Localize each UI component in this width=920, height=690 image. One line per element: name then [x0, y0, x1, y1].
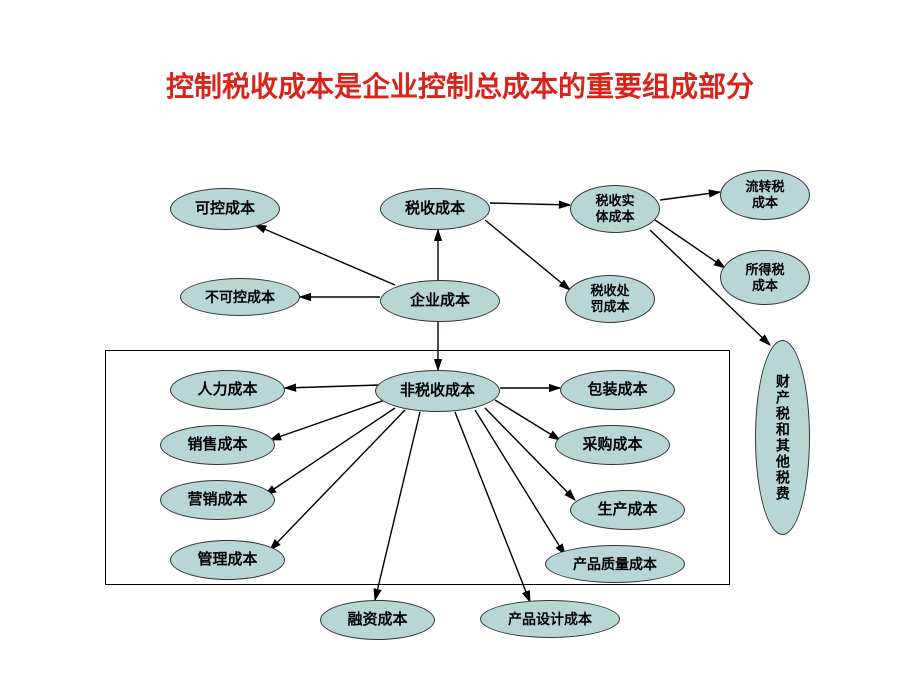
node-kk: 可控成本: [170, 188, 280, 230]
node-qy: 企业成本: [380, 280, 500, 322]
node-ccs: 财产税和其他税费: [755, 340, 810, 535]
node-cpzl: 产品质量成本: [545, 545, 685, 583]
node-gl: 管理成本: [170, 540, 285, 580]
node-rl: 人力成本: [170, 370, 285, 410]
edge-qy-kk: [255, 225, 395, 285]
edge-ss-sscf: [485, 220, 570, 290]
node-sds: 所得税成本: [720, 250, 810, 305]
node-cpsj: 产品设计成本: [480, 600, 620, 638]
node-bz: 包装成本: [560, 370, 675, 410]
node-cg: 采购成本: [555, 425, 670, 465]
edge-ssst-sds: [655, 220, 725, 268]
node-sscf: 税收处罚成本: [565, 275, 655, 323]
node-fss: 非税收成本: [375, 370, 500, 412]
diagram-title: 控制税收成本是企业控制总成本的重要组成部分: [0, 65, 920, 105]
node-ss: 税收成本: [380, 188, 490, 230]
node-xs: 销售成本: [160, 425, 275, 465]
edge-ss-ssst: [490, 203, 570, 205]
node-yx: 营销成本: [160, 480, 275, 520]
node-bkk: 不可控成本: [180, 278, 300, 316]
node-ssst: 税收实体成本: [570, 185, 660, 233]
node-lzs: 流转税成本: [720, 170, 810, 220]
edge-ssst-lzs: [660, 192, 720, 200]
node-rz: 融资成本: [320, 600, 435, 640]
node-sc: 生产成本: [570, 490, 685, 530]
